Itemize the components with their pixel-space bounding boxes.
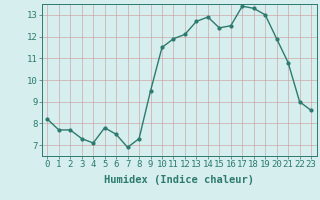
X-axis label: Humidex (Indice chaleur): Humidex (Indice chaleur) <box>104 175 254 185</box>
